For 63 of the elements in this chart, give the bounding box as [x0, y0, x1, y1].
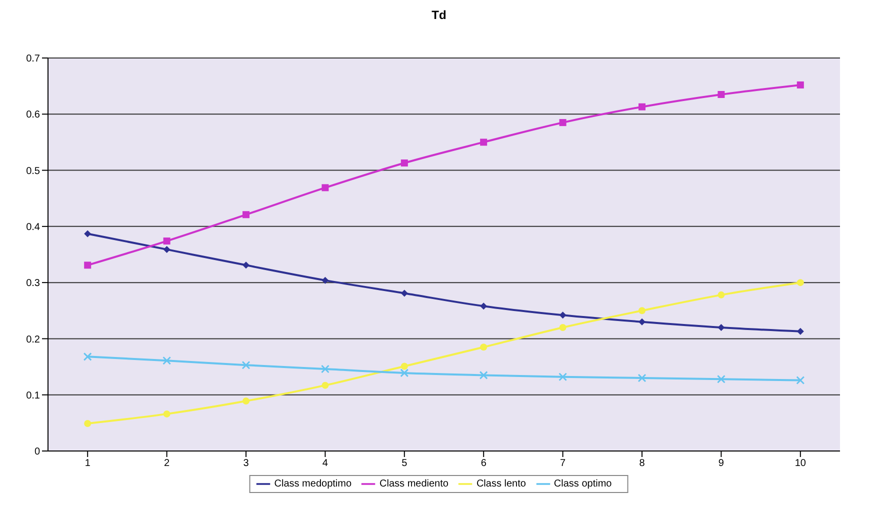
point [638, 374, 646, 382]
point [718, 90, 725, 98]
point [242, 262, 250, 269]
point [84, 420, 92, 427]
point [638, 103, 646, 110]
point [638, 307, 646, 314]
point [559, 312, 566, 319]
point [480, 138, 488, 146]
x-tick-label: 4 [322, 458, 328, 470]
point [796, 376, 805, 385]
point [796, 328, 804, 335]
point [558, 372, 568, 382]
y-tick-label: 0.1 [26, 390, 40, 402]
point [480, 344, 488, 351]
point [322, 276, 329, 284]
point [400, 290, 408, 297]
legend-label: Class optimo [554, 478, 612, 490]
point [242, 211, 250, 218]
x-tick-label: 1 [84, 458, 91, 470]
point [400, 368, 409, 378]
point [638, 318, 646, 326]
x-tick-label: 10 [794, 458, 806, 470]
point [163, 238, 170, 245]
chart-title: Td [430, 8, 448, 24]
legend-label: Class lento [476, 478, 526, 490]
point [479, 370, 488, 380]
point [716, 374, 726, 384]
point [400, 362, 408, 370]
point [480, 302, 488, 310]
point [163, 410, 170, 418]
point [242, 398, 250, 405]
point [559, 324, 566, 331]
point [559, 119, 566, 126]
point [162, 356, 172, 365]
x-tick-label: 7 [560, 458, 566, 470]
y-tick-label: 0 [34, 446, 40, 458]
legend-label: Class mediento [380, 478, 448, 490]
point [320, 364, 330, 374]
y-tick-label: 0.6 [26, 110, 40, 121]
point [163, 246, 170, 253]
y-tick-label: 0.2 [26, 334, 40, 346]
point [84, 262, 92, 269]
point [84, 230, 92, 238]
point [796, 279, 804, 286]
legend-label: Class medoptimo [274, 478, 352, 490]
x-tick-label: 3 [243, 458, 250, 470]
y-tick-label: 0.4 [26, 222, 40, 233]
point [400, 159, 408, 166]
point [796, 81, 804, 88]
point [83, 352, 92, 361]
point [242, 360, 250, 370]
y-tick-label: 0.5 [26, 166, 40, 177]
x-tick-label: 5 [402, 458, 408, 470]
point [718, 324, 725, 331]
x-tick-label: 2 [164, 458, 170, 470]
x-tick-label: 6 [480, 458, 487, 470]
y-tick-label: 0.7 [26, 54, 40, 65]
point [322, 382, 329, 389]
x-tick-label: 8 [639, 458, 646, 470]
point [322, 184, 329, 192]
x-tick-label: 9 [718, 458, 724, 470]
point [718, 291, 725, 298]
y-tick-label: 0.3 [26, 278, 40, 290]
